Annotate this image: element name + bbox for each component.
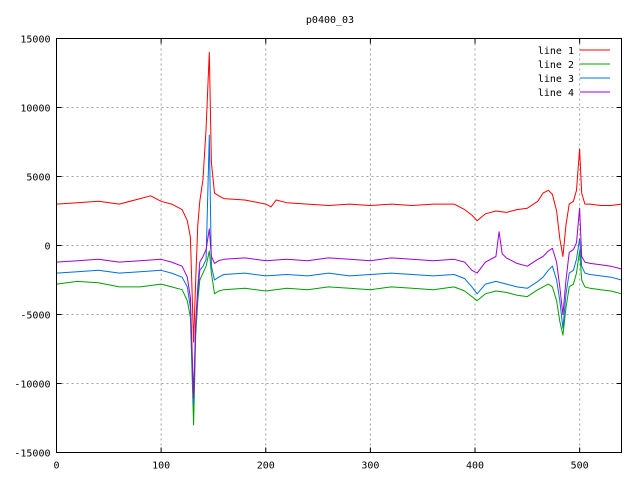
legend-label: line 4 xyxy=(538,88,574,99)
y-tick-label: -15000 xyxy=(14,449,50,460)
legend: line 1 line 2 line 3 line 4 xyxy=(538,46,610,99)
grid xyxy=(56,38,622,453)
legend-label: line 2 xyxy=(538,60,574,71)
x-tick-label: 0 xyxy=(53,461,59,472)
x-tick-label: 500 xyxy=(571,461,589,472)
chart-title: p0400_03 xyxy=(306,15,354,26)
legend-label: line 3 xyxy=(538,74,574,85)
y-tick-label: 15000 xyxy=(20,35,50,46)
series-3-line xyxy=(56,134,622,405)
y-tick-label: 10000 xyxy=(20,104,50,115)
x-tick-label: 100 xyxy=(152,461,170,472)
legend-label: line 1 xyxy=(538,46,574,57)
y-tick-label: -10000 xyxy=(14,380,50,391)
y-tick-label: 5000 xyxy=(26,173,50,184)
series-4-line xyxy=(56,207,622,398)
x-tick-label: 400 xyxy=(466,461,484,472)
series-2-line xyxy=(56,250,622,426)
series-layer xyxy=(56,51,622,426)
x-tick-label: 200 xyxy=(257,461,275,472)
axis-ticks: 0 100 200 300 400 500 -15000 -10000 -5000 0 5000 10… xyxy=(14,35,622,472)
y-tick-label: -5000 xyxy=(20,311,50,322)
series-1-line xyxy=(56,51,622,343)
y-tick-label: 0 xyxy=(44,242,50,253)
x-tick-label: 300 xyxy=(361,461,379,472)
